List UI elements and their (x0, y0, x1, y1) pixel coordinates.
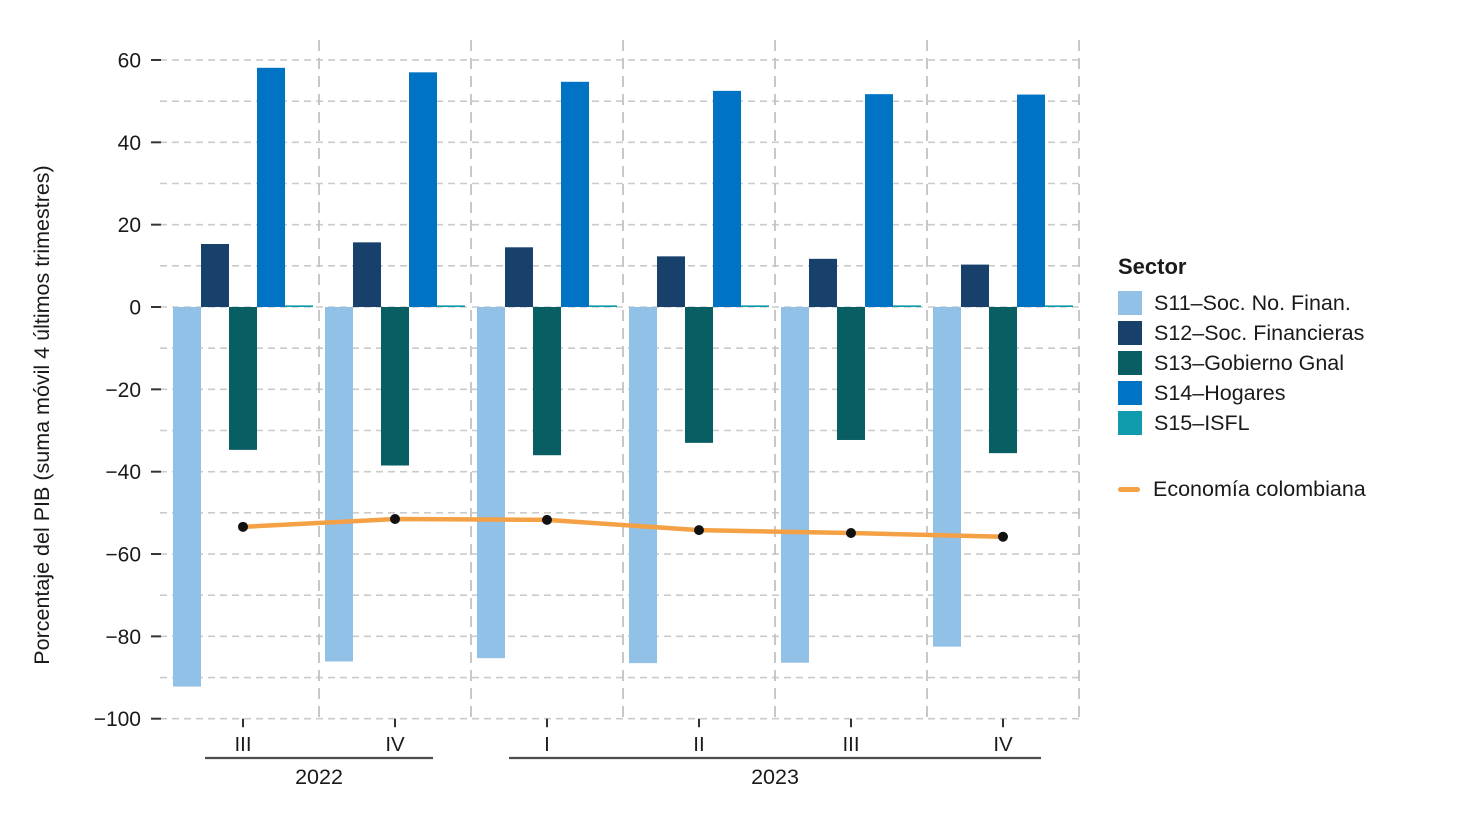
bar-s12-2023-II (657, 256, 685, 307)
bar-s15-2023-IV (1045, 305, 1073, 307)
x-label-quarter-2023-I: I (544, 733, 550, 756)
y-tick-label: 60 (118, 49, 141, 72)
bar-s13-2023-I (533, 307, 561, 456)
bar-s13-2022-IV (381, 307, 409, 466)
bar-s12-2022-IV (353, 242, 381, 307)
economia-line (240, 516, 1006, 539)
legend-title: Sector (1118, 254, 1187, 279)
y-tick-label: −20 (105, 379, 141, 402)
line-point-2023-I (542, 514, 552, 525)
s15-swatch-icon (1118, 411, 1142, 435)
y-tick-label: −100 (94, 708, 141, 731)
legend-item-label: S12–Soc. Financieras (1154, 320, 1365, 345)
bar-s14-2023-IV (1017, 94, 1045, 307)
line-point-2022-III (238, 521, 248, 532)
legend: Sector S11–Soc. No. Finan. S12–Soc. Finan… (1118, 254, 1468, 501)
legend-item-s13: S13–Gobierno Gnal (1118, 351, 1468, 375)
bar-s14-2023-II (713, 90, 741, 307)
line-point-2023-III (846, 528, 856, 539)
s13-swatch-icon (1118, 351, 1142, 375)
bar-s11-2023-III (781, 307, 809, 663)
y-tick-label: −40 (105, 461, 141, 484)
y-tick-label: −60 (105, 544, 141, 567)
bar-s15-2023-III (893, 305, 921, 307)
bar-s12-2023-IV (961, 264, 989, 307)
bar-s12-2023-III (809, 258, 837, 307)
bar-s14-2022-III (257, 67, 285, 307)
legend-item-s11: S11–Soc. No. Finan. (1118, 291, 1468, 315)
bar-s13-2023-III (837, 307, 865, 440)
s11-swatch-icon (1118, 291, 1142, 315)
bar-s14-2022-IV (409, 72, 437, 308)
bar-s13-2023-IV (989, 307, 1017, 454)
x-label-quarter-2022-IV: IV (385, 733, 405, 756)
y-tick-label: 0 (129, 297, 141, 320)
x-label-quarter-2023-II: II (693, 733, 704, 756)
line-point-2023-II (694, 525, 704, 536)
legend-item-label: S13–Gobierno Gnal (1154, 350, 1345, 375)
bar-s11-2023-IV (933, 307, 961, 647)
legend-item-label: S14–Hogares (1154, 380, 1286, 405)
bar-s12-2023-I (505, 247, 533, 307)
legend-items: S11–Soc. No. Finan. S12–Soc. Financieras S… (1118, 291, 1468, 435)
line-point-2022-IV (390, 514, 400, 525)
legend-item-s12: S12–Soc. Financieras (1118, 321, 1468, 345)
legend-item-s15: S15–ISFL (1118, 411, 1468, 435)
legend-line-label: Economía colombiana (1153, 476, 1366, 501)
bar-s11-2022-IV (325, 307, 353, 662)
x-label-year-2022: 2022 (295, 765, 343, 789)
bar-s15-2022-IV (437, 305, 465, 307)
x-label-quarter-2022-III: III (234, 733, 251, 756)
x-label-quarter-2023-IV: IV (993, 733, 1013, 756)
s12-swatch-icon (1118, 321, 1142, 345)
y-tick-label: 40 (118, 132, 141, 155)
bar-s15-2023-II (741, 305, 769, 307)
legend-item-label: S11–Soc. No. Finan. (1154, 290, 1351, 315)
legend-line-item: Economía colombiana (1118, 477, 1468, 501)
x-label-quarter-2023-III: III (842, 733, 859, 756)
line-series-swatch-icon (1118, 486, 1140, 492)
bar-s13-2022-III (229, 307, 257, 450)
bar-s13-2023-II (685, 307, 713, 443)
bar-s15-2022-III (285, 305, 313, 307)
bar-s14-2023-I (561, 81, 589, 307)
y-tick-label: −80 (105, 626, 141, 649)
bar-s12-2022-III (201, 244, 229, 307)
y-axis-title: Porcentaje del PIB (suma móvil 4 últimos… (30, 165, 54, 664)
legend-item-label: S15–ISFL (1154, 410, 1250, 435)
x-label-year-2023: 2023 (751, 765, 799, 789)
bar-s11-2022-III (173, 307, 201, 687)
bar-s15-2023-I (589, 305, 617, 307)
bar-s14-2023-III (865, 94, 893, 308)
s14-swatch-icon (1118, 381, 1142, 405)
legend-item-s14: S14–Hogares (1118, 381, 1468, 405)
y-tick-label: 20 (118, 214, 141, 237)
bar-s11-2023-II (629, 307, 657, 664)
line-point-2023-IV (998, 531, 1008, 542)
bar-s11-2023-I (477, 307, 505, 659)
